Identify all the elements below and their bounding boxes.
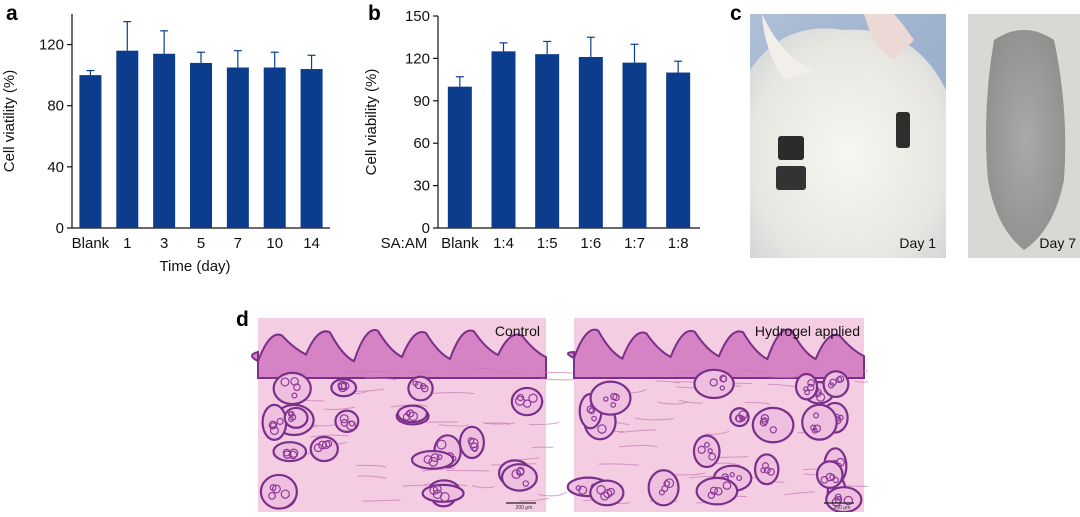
bar: [79, 75, 101, 228]
y-tick-label: 0: [56, 220, 64, 237]
y-tick-label: 30: [413, 178, 430, 195]
photo-day1-label: Day 1: [899, 235, 936, 251]
collagen-fibre: [446, 470, 489, 471]
panel-d-letter: d: [236, 308, 249, 331]
panel-d: d Control Hydrogel applied 200 μm 200 μm: [228, 296, 868, 512]
x-tick-label: 1:8: [668, 235, 689, 252]
x-axis-title: Time (day): [159, 258, 230, 275]
x-tick-label: 3: [160, 235, 168, 252]
x-axis-prefix: SA:AM: [381, 235, 428, 252]
hair-follicle: [398, 406, 427, 423]
bar: [227, 68, 249, 229]
bar: [190, 63, 212, 228]
bar: [448, 87, 472, 228]
electrode-pad: [778, 136, 804, 160]
hair-follicle: [649, 470, 679, 505]
hair-follicle: [755, 454, 778, 484]
histology-control: [252, 318, 585, 512]
y-tick-label: 80: [47, 98, 64, 115]
bar: [535, 54, 559, 228]
bar: [623, 63, 647, 228]
electrode-pad: [776, 166, 806, 190]
hair-follicle: [694, 436, 720, 467]
x-tick-label: 1: [123, 235, 131, 252]
x-tick-label: Blank: [72, 235, 110, 252]
x-tick-label: Blank: [441, 235, 479, 252]
x-tick-label: 1:7: [624, 235, 645, 252]
bar: [153, 54, 175, 228]
hair-follicle: [274, 373, 311, 404]
histology-svg: d Control Hydrogel applied 200 μm 200 μm: [228, 296, 868, 512]
y-tick-label: 150: [405, 8, 430, 25]
x-tick-label: 10: [266, 235, 283, 252]
y-tick-label: 90: [413, 93, 430, 110]
y-tick-label: 60: [413, 135, 430, 152]
y-tick-label: 40: [47, 159, 64, 176]
hair-follicle: [460, 427, 484, 458]
scale-bar-label: 200 μm: [516, 505, 533, 511]
y-axis-title: Cell viability (%): [363, 69, 380, 176]
photo-day7: Day 7: [968, 14, 1080, 258]
hair-follicle: [753, 408, 794, 442]
photo-c-svg: c Day 1: [724, 0, 1080, 262]
scale-bar-label: 200 μm: [834, 505, 851, 511]
x-tick-label: 1:5: [537, 235, 558, 252]
bar: [264, 68, 286, 229]
photo-day7-label: Day 7: [1039, 235, 1076, 251]
y-tick-label: 120: [405, 50, 430, 67]
bar: [492, 51, 516, 228]
panel-b-letter: b: [368, 2, 381, 25]
panel-a: a 0 40 80 120 Cell viatility (%) Blank 1 3 5 7 10 1…: [0, 0, 340, 290]
y-axis-title: Cell viatility (%): [1, 70, 18, 173]
chart-a: 0 40 80 120 Cell viatility (%) Blank 1 3 5 7 10 14 T…: [1, 14, 330, 275]
panel-a-letter: a: [6, 2, 18, 25]
x-tick-label: 1:6: [580, 235, 601, 252]
hair-follicle: [817, 461, 842, 488]
electrode-pad: [896, 112, 910, 148]
chart-a-svg: a 0 40 80 120 Cell viatility (%) Blank 1 3 5 7 10 1…: [0, 0, 340, 290]
panel-c-letter: c: [730, 2, 742, 25]
histology-hydrogel-label: Hydrogel applied: [755, 323, 860, 339]
hair-follicle: [802, 405, 836, 440]
hair-follicle: [694, 370, 733, 398]
histology-control-label: Control: [495, 323, 540, 339]
y-tick-label: 120: [39, 37, 64, 54]
bar: [301, 69, 323, 228]
bar: [579, 57, 603, 228]
histology-hydrogel: [568, 318, 868, 512]
x-tick-label: 5: [197, 235, 205, 252]
panel-c: c Day 1: [724, 0, 1080, 262]
x-tick-label: 14: [303, 235, 320, 252]
bar: [666, 73, 690, 228]
photo-day1: Day 1: [750, 14, 946, 258]
hair-follicle: [512, 388, 542, 415]
x-tick-label: 1:4: [493, 235, 514, 252]
bar: [116, 51, 138, 228]
x-tick-label: 7: [234, 235, 242, 252]
